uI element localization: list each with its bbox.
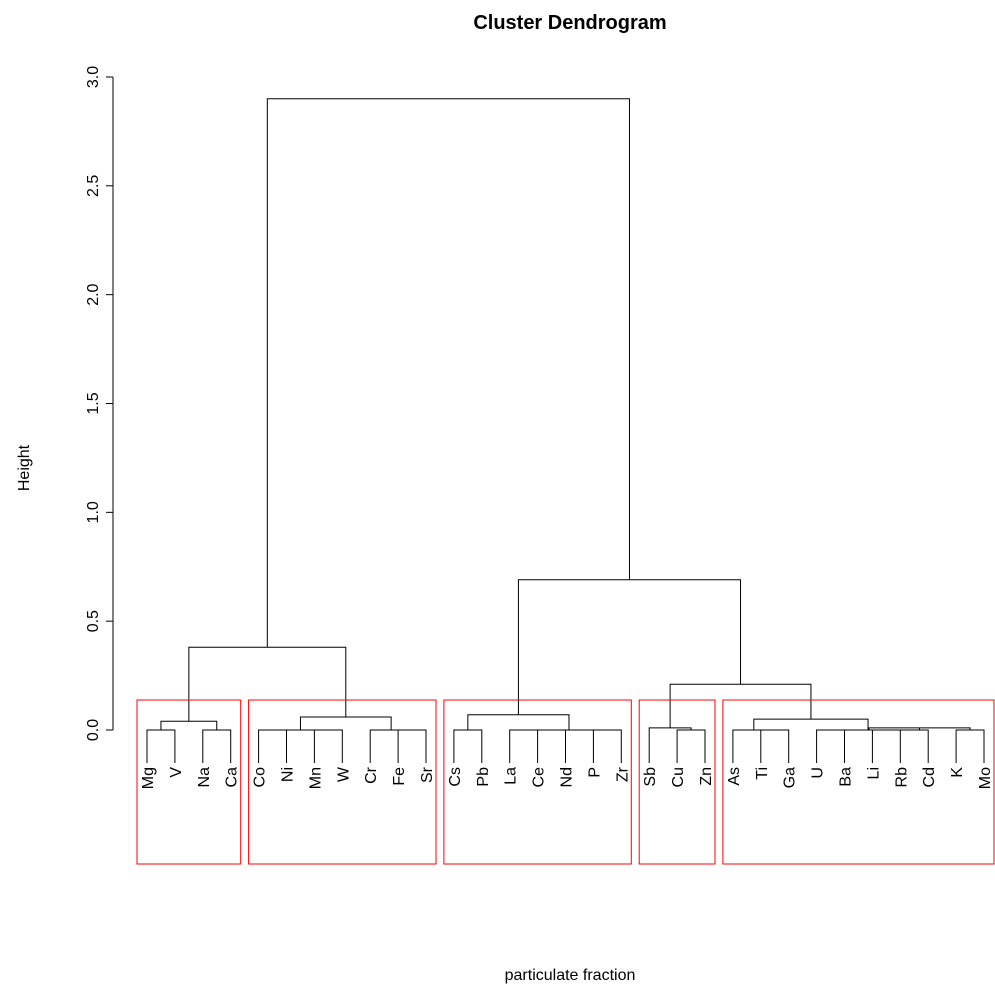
dendrogram-link [397, 729, 427, 763]
leaf-label: Ga [782, 767, 799, 788]
y-tick-label: 3.0 [85, 66, 102, 88]
dendrogram-link [160, 720, 218, 730]
leaf-label: Cs [447, 767, 464, 787]
leaf-label: Pb [475, 767, 492, 787]
leaf-label: As [726, 767, 743, 786]
y-tick-label: 0.5 [85, 610, 102, 632]
leaf-label: Ce [531, 767, 548, 788]
dendrogram-link [517, 579, 742, 715]
y-axis-label: Height [16, 444, 33, 491]
leaf-label: Ti [754, 767, 771, 780]
leaf-label: Cd [921, 767, 938, 787]
dendrogram-link [146, 729, 176, 763]
cluster-box [722, 699, 995, 865]
dendrogram-link [868, 727, 971, 730]
dendrogram-link [753, 718, 869, 730]
y-tick-label: 2.5 [85, 175, 102, 197]
leaf-label: Mn [307, 767, 324, 789]
leaf-label: K [949, 767, 966, 778]
leaf-label: P [586, 767, 603, 778]
dendrogram-link [844, 729, 894, 763]
x-axis-label: particulate fraction [505, 967, 636, 984]
dendrogram-link [669, 683, 812, 728]
y-tick-label: 2.0 [85, 283, 102, 305]
dendrogram-link [732, 729, 775, 763]
leaf-label: Fe [391, 767, 408, 786]
dendrogram-link [509, 729, 552, 763]
dendrogram-link [467, 714, 570, 730]
leaf-label: Rb [893, 767, 910, 788]
leaf-label: Cu [670, 767, 687, 787]
dendrogram-link [899, 729, 929, 763]
dendrogram-link [592, 729, 622, 763]
dendrogram-link [299, 716, 392, 730]
dendrogram-link [871, 729, 915, 763]
y-tick-label: 1.0 [85, 501, 102, 523]
dendrogram-link [676, 729, 706, 763]
dendrogram-link [955, 729, 985, 763]
leaf-labels: Mg V Na Ca Co Ni Mn W Cr Fe Sr Cs Pb La Ce Nd P Zr Sb Cu Zn A… [140, 766, 994, 789]
dendrogram-link [202, 729, 232, 763]
leaf-label: Nd [559, 767, 576, 787]
leaf-label: Na [196, 767, 213, 788]
cluster-box [638, 699, 716, 865]
leaf-label: Li [865, 767, 882, 779]
leaf-label: Sr [419, 766, 436, 783]
cluster-box [136, 699, 242, 865]
dendrogram-link [648, 727, 692, 763]
cluster-boxes [136, 699, 995, 865]
dendrogram-link [816, 727, 920, 763]
dendrogram-link [760, 729, 790, 763]
leaf-label: Co [252, 767, 269, 788]
leaf-label: Ba [838, 767, 855, 787]
leaf-label: Mo [977, 767, 994, 789]
dendrogram-link [188, 646, 347, 722]
leaf-label: Mg [140, 767, 157, 789]
leaf-label: Sb [642, 767, 659, 787]
y-axis: 0.0 0.5 1.0 1.5 2.0 2.5 3.0 [85, 66, 114, 741]
cluster-box [248, 699, 437, 865]
leaf-label: La [503, 767, 520, 785]
dendrogram-link [266, 98, 630, 648]
dendrogram-links [146, 98, 985, 763]
leaf-label: Zn [698, 767, 715, 786]
dendrogram-link [313, 729, 343, 763]
dendrogram-link [453, 729, 483, 763]
dendrogram-link [537, 729, 566, 763]
dendrogram-link [369, 729, 413, 763]
y-tick-label: 1.5 [85, 392, 102, 414]
leaf-label: Ni [280, 767, 297, 782]
leaf-label: W [335, 766, 352, 782]
dendrogram-link [258, 729, 287, 763]
cluster-box [443, 699, 632, 865]
leaf-label: Zr [614, 766, 631, 782]
leaf-label: U [810, 767, 827, 779]
y-tick-label: 0.0 [85, 719, 102, 741]
leaf-label: V [168, 767, 185, 778]
leaf-label: Cr [363, 766, 380, 784]
leaf-label: Ca [224, 767, 241, 788]
chart-title: Cluster Dendrogram [473, 12, 666, 34]
